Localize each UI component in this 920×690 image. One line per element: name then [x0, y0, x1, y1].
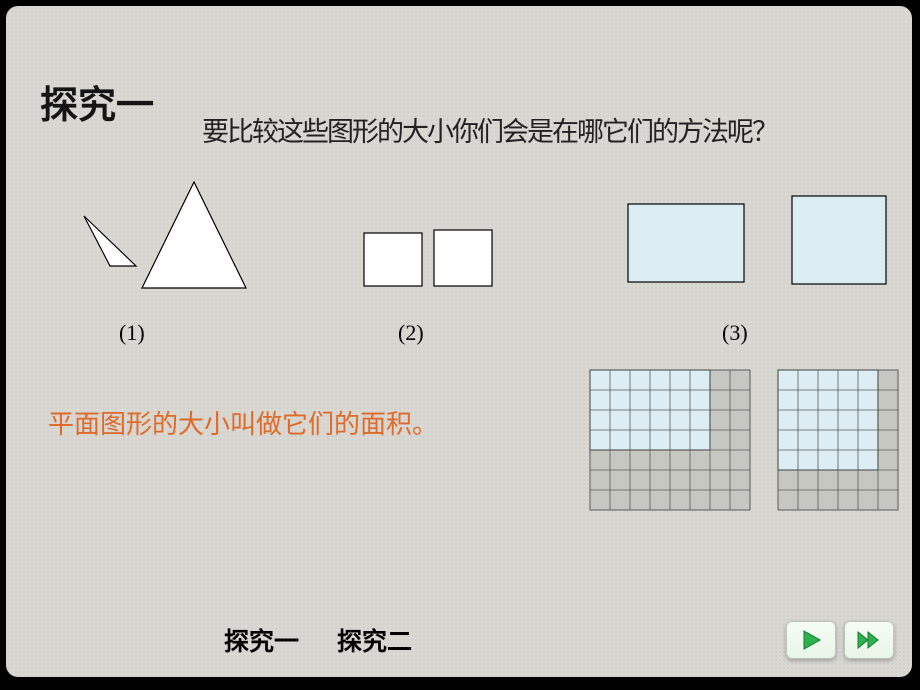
- label-1: (1): [119, 320, 145, 346]
- fast-forward-button[interactable]: [844, 621, 894, 659]
- square-right: [434, 230, 492, 286]
- slide: 探究一 要比较这些图形的大小你们会是在哪它们的方法呢？ (1) (2) (3) …: [6, 6, 912, 677]
- definition-statement: 平面图形的大小叫做它们的面积。: [48, 404, 438, 441]
- fast-forward-icon: [854, 627, 884, 653]
- label-2: (2): [398, 320, 424, 346]
- nav-buttons: [786, 621, 894, 659]
- triangle-small: [84, 216, 136, 266]
- nav-links: 探究一 探究二: [224, 622, 412, 658]
- next-button[interactable]: [786, 621, 836, 659]
- group-1-triangles: [84, 182, 246, 288]
- grid-left: [590, 370, 750, 510]
- group-2-squares: [364, 230, 492, 286]
- label-3: (3): [722, 320, 748, 346]
- rect-left: [628, 204, 744, 282]
- nav-link-2[interactable]: 探究二: [337, 622, 412, 658]
- group-3-rects: [628, 196, 886, 284]
- rect-right: [792, 196, 886, 284]
- triangle-large: [142, 182, 246, 288]
- play-icon: [798, 627, 824, 653]
- square-left: [364, 233, 422, 286]
- nav-link-1[interactable]: 探究一: [224, 622, 299, 658]
- grid-right: [778, 370, 898, 510]
